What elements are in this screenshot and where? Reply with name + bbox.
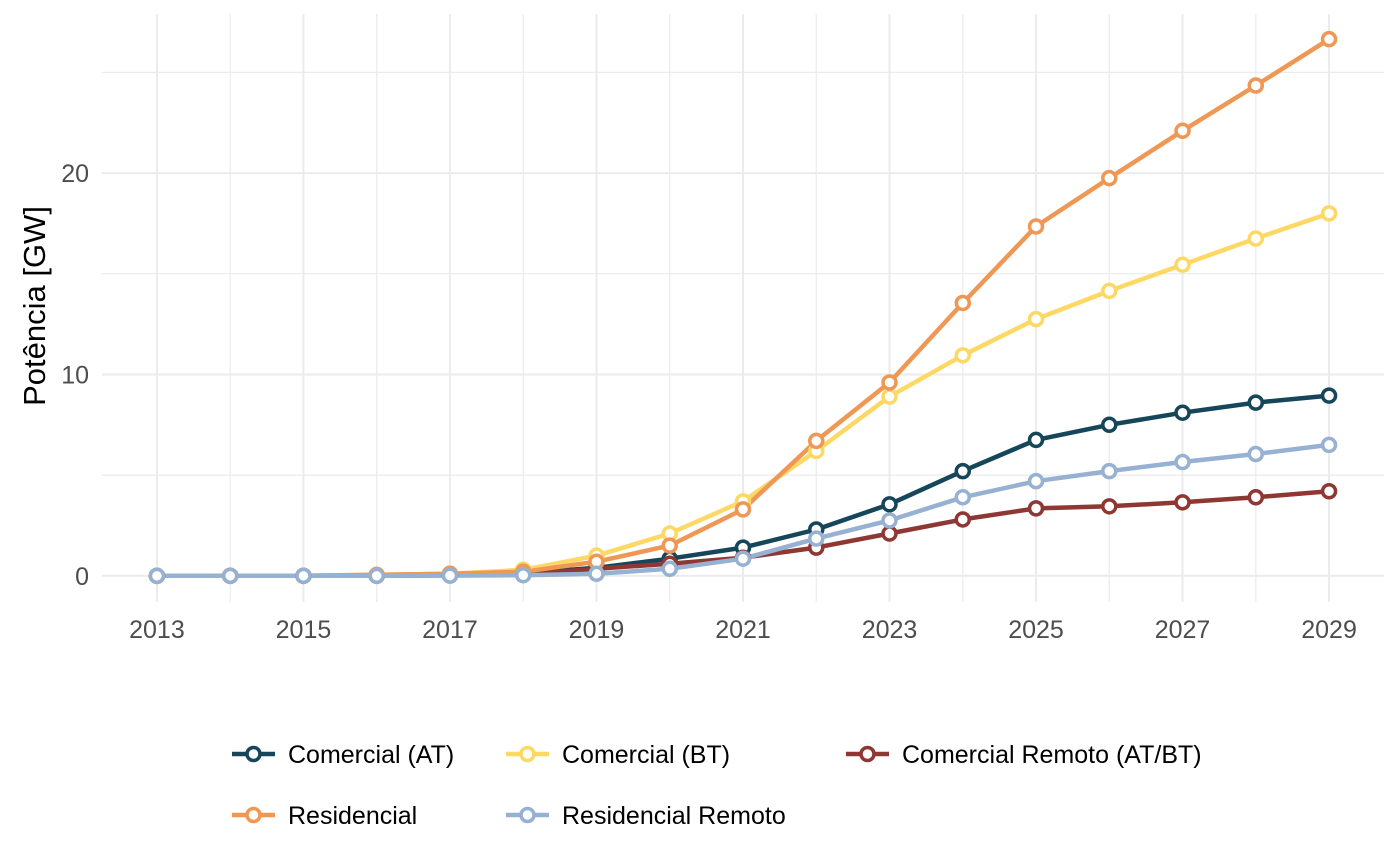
data-point	[661, 537, 678, 554]
data-point	[1174, 453, 1191, 471]
y-axis-tick-labels: 0 10 20	[61, 160, 89, 591]
data-point	[1320, 205, 1338, 222]
data-point	[588, 565, 605, 583]
y-tick-label: 10	[61, 361, 89, 389]
data-point	[1320, 482, 1338, 500]
data-point	[734, 550, 752, 567]
legend-key-point	[245, 745, 262, 763]
data-point	[1247, 230, 1265, 247]
data-point	[1247, 445, 1265, 463]
legend-item: Residencial Remoto	[506, 802, 786, 830]
data-point	[221, 567, 239, 585]
legend: Comercial (AT) Comercial (BT) Comercial Re…	[232, 741, 1202, 830]
y-axis-title: Potência [GW]	[17, 206, 52, 406]
x-tick-label: 2013	[129, 616, 185, 644]
x-tick-label: 2029	[1301, 616, 1357, 644]
x-tick-label: 2017	[422, 616, 478, 644]
data-point	[661, 560, 678, 578]
legend-label: Comercial Remoto (AT/BT)	[902, 741, 1202, 769]
data-point	[148, 567, 166, 585]
data-point	[881, 512, 898, 529]
data-point	[881, 525, 898, 542]
data-point	[1320, 436, 1338, 454]
data-point	[1247, 394, 1265, 411]
data-point	[954, 511, 972, 528]
data-point	[954, 462, 972, 480]
legend-key-point	[859, 745, 876, 763]
legend-label: Residencial Remoto	[562, 802, 786, 830]
x-tick-label: 2023	[862, 616, 918, 644]
legend-key-point	[245, 806, 262, 824]
data-point	[1101, 498, 1118, 515]
data-point	[954, 347, 972, 364]
x-axis-tick-labels: 2013 2015 2017 2019 2021 2023 2025 2027 2029	[129, 616, 1357, 644]
data-point	[954, 294, 972, 312]
y-tick-label: 0	[75, 563, 89, 591]
x-tick-label: 2027	[1155, 616, 1211, 644]
data-point	[1027, 472, 1045, 490]
x-tick-label: 2019	[569, 616, 625, 644]
data-point	[1320, 387, 1338, 404]
data-point	[1101, 462, 1118, 480]
legend-label: Comercial (BT)	[562, 741, 730, 769]
data-point	[808, 530, 825, 547]
data-point	[1101, 416, 1118, 434]
data-point	[1174, 122, 1191, 140]
data-point	[1247, 489, 1265, 506]
x-tick-label: 2025	[1008, 616, 1064, 644]
data-point	[808, 432, 825, 450]
data-point	[441, 567, 459, 584]
legend-label: Comercial (AT)	[288, 741, 454, 769]
data-point	[1174, 256, 1191, 273]
data-point	[881, 388, 898, 405]
legend-item: Comercial (BT)	[506, 741, 730, 769]
data-point	[1027, 500, 1045, 517]
legend-item: Comercial (AT)	[232, 741, 454, 769]
data-point	[734, 501, 752, 518]
x-tick-label: 2015	[276, 616, 332, 644]
data-point	[881, 496, 898, 513]
data-point	[1027, 431, 1045, 449]
data-point	[1027, 218, 1045, 235]
legend-item: Comercial Remoto (AT/BT)	[846, 741, 1202, 769]
data-point	[295, 567, 312, 585]
data-point	[1320, 30, 1338, 48]
x-tick-label: 2021	[715, 616, 771, 644]
data-point	[1174, 404, 1191, 421]
legend-key-point	[519, 745, 536, 763]
data-point	[1101, 169, 1118, 187]
data-point	[368, 567, 385, 585]
legend-key-point	[519, 806, 536, 824]
data-point	[954, 489, 972, 506]
data-point	[514, 566, 532, 584]
data-point	[1247, 77, 1265, 94]
data-point	[1027, 310, 1045, 328]
y-tick-label: 20	[61, 160, 89, 188]
legend-item: Residencial	[232, 802, 417, 830]
data-point	[1174, 494, 1191, 511]
series-points	[148, 30, 1338, 585]
legend-label: Residencial	[288, 802, 417, 830]
data-point	[1101, 282, 1118, 300]
data-point	[881, 374, 898, 391]
